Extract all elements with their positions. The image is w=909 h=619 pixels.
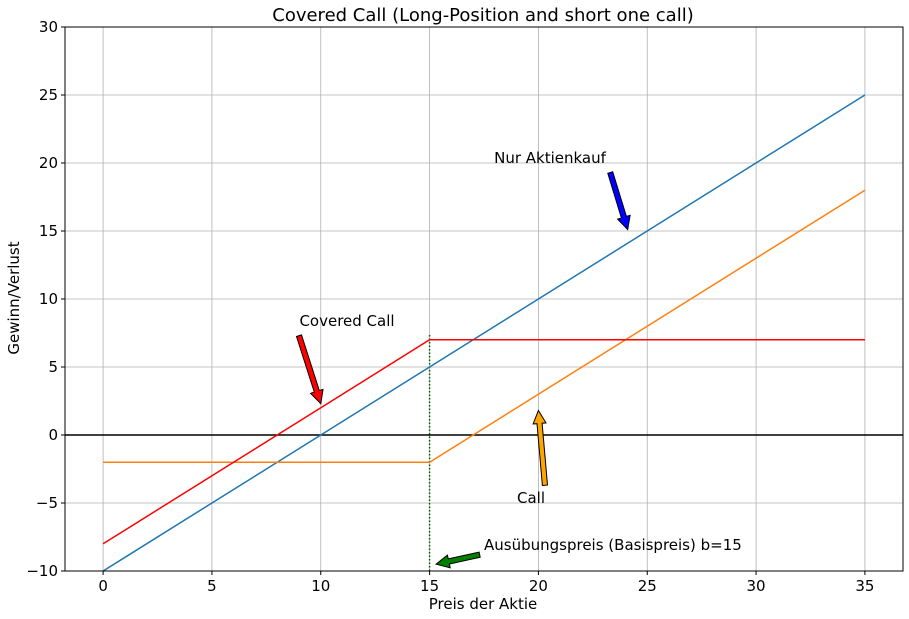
y-tick-label: 20: [39, 154, 58, 172]
series-line-1: [102, 94, 866, 572]
chart-title: Covered Call (Long-Position and short on…: [272, 5, 693, 26]
x-tick-label: 5: [207, 577, 217, 595]
y-tick-label: 15: [39, 222, 58, 240]
y-tick-label: 5: [48, 358, 58, 376]
annotation-covered-call: Covered Call: [299, 312, 394, 330]
y-tick-label: 0: [48, 426, 58, 444]
x-tick-label: 0: [98, 577, 108, 595]
x-tick-label: 30: [747, 577, 766, 595]
y-axis-label: Gewinn/Verlust: [5, 241, 23, 354]
x-tick-label: 10: [311, 577, 330, 595]
y-tick-label: 10: [39, 290, 58, 308]
arrow-covered-call: [295, 334, 324, 405]
y-tick-label: 25: [39, 86, 58, 104]
x-tick-label: 35: [855, 577, 874, 595]
ticks: 0 5 10 15 20 25 30 35 −10 −5 0 5 10 15 20 25 30: [26, 18, 874, 595]
y-tick-label: 30: [39, 18, 58, 36]
reference-lines: [65, 333, 903, 571]
annotations: Nur Aktienkauf Covered Call Call Ausübungsp…: [295, 149, 742, 569]
x-tick-label: 25: [638, 577, 657, 595]
series-lines: [102, 94, 866, 572]
x-tick-label: 15: [420, 577, 439, 595]
arrow-strike-price: [435, 551, 481, 569]
annotation-strike-price: Ausübungspreis (Basispreis) b=15: [484, 536, 742, 554]
annotation-call: Call: [517, 489, 545, 507]
y-tick-label: −5: [36, 494, 58, 512]
x-tick-label: 20: [529, 577, 548, 595]
arrow-call: [532, 409, 549, 487]
arrow-stock-purchase: [607, 171, 631, 231]
series-line-3: [102, 339, 865, 545]
annotation-stock-purchase: Nur Aktienkauf: [494, 149, 607, 167]
y-tick-label: −10: [26, 562, 58, 580]
x-axis-label: Preis der Aktie: [429, 595, 538, 613]
series-line-2: [103, 189, 866, 463]
